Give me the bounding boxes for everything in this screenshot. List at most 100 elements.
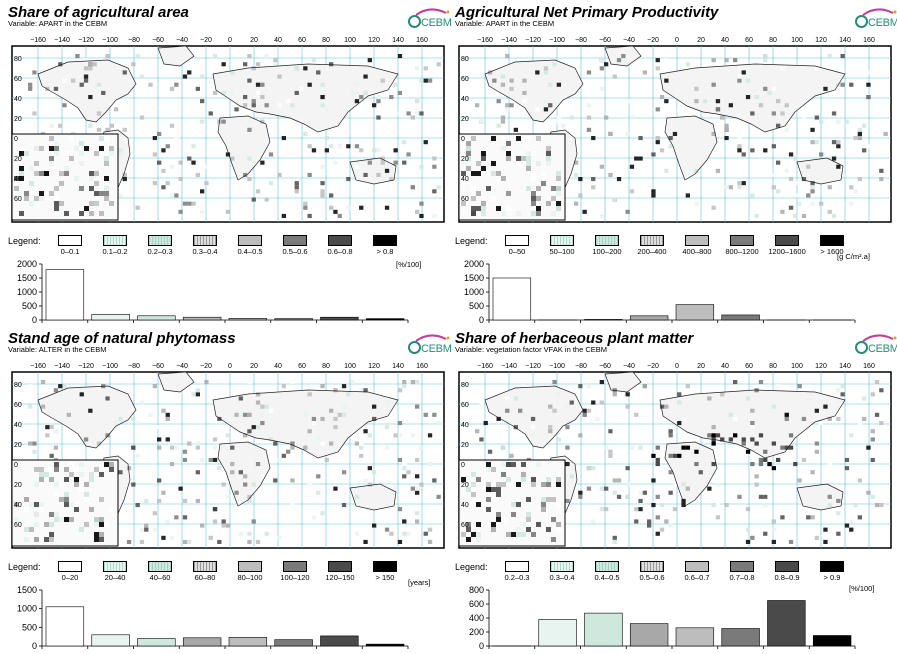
map-cells	[28, 372, 441, 544]
lon-tick-label: 20	[250, 363, 258, 370]
histogram-bar	[320, 316, 359, 321]
panel-subtitle: Variable: APART in the CEBM	[8, 19, 108, 28]
legend-entry-label: 0.5–0.6	[639, 573, 665, 582]
inset-lat-label: 40	[14, 502, 22, 509]
legend-entry-label: 50–100	[549, 247, 575, 256]
lon-tick-label: 60	[298, 363, 306, 370]
legend-entry: 0.4–0.5	[222, 235, 278, 259]
panel-subtitle: Variable: vegetation factor VFAK in the …	[455, 345, 608, 354]
inset-lat-label: 40	[461, 502, 469, 509]
legend-swatch	[595, 235, 619, 246]
lon-tick-label: −60	[152, 363, 164, 370]
legend-entry-label: > 0.9	[823, 573, 841, 582]
y-tick-label: 0	[479, 315, 484, 325]
lon-tick-label: −20	[200, 363, 212, 370]
inset-lat-label: 60	[14, 196, 22, 203]
panel-title: Stand age of natural phytomass	[8, 330, 236, 347]
legend-entry-label: 40–60	[149, 573, 171, 582]
legend-entry-label: 80–100	[237, 573, 263, 582]
legend-entry-label: 0.4–0.5	[594, 573, 620, 582]
lon-tick-label: −40	[623, 363, 635, 370]
legend-entry-label: 0.6–0.8	[327, 247, 353, 256]
legend-entry: 0.1–0.2	[87, 235, 143, 259]
legend-swatch	[373, 561, 397, 572]
lon-tick-label: −140	[501, 363, 517, 370]
lat-tick-label: 20	[461, 442, 469, 449]
histogram-bar	[365, 643, 405, 647]
legend-swatch	[103, 235, 127, 246]
lon-tick-label: 160	[863, 363, 875, 370]
lon-tick-label: −160	[30, 363, 46, 370]
legend-entry-label: 0.1–0.2	[102, 247, 128, 256]
lon-tick-label: −160	[477, 363, 493, 370]
y-tick-label: 500	[22, 301, 37, 311]
lon-tick-label: −140	[54, 37, 70, 44]
legend-swatch	[373, 235, 397, 246]
legend-entry-label: 0–20	[61, 573, 79, 582]
lon-tick-label: 20	[697, 363, 705, 370]
lon-tick-label: 140	[392, 363, 404, 370]
legend-entry: 20–40	[87, 561, 143, 585]
histogram-bar	[767, 600, 806, 647]
histogram-bar	[629, 315, 669, 321]
histogram-bar	[675, 627, 715, 647]
world-map: −160 −140 −120 −100 −80 −60 −40 −20 0 20 40 60 80 100…	[455, 34, 895, 224]
histogram-bar	[629, 623, 669, 647]
histogram-bar	[274, 639, 313, 647]
lon-tick-label: −40	[623, 37, 635, 44]
lon-tick-label: 20	[697, 37, 705, 44]
histogram-bar	[137, 315, 176, 321]
legend-swatch	[58, 561, 82, 572]
legend-entry: 0.3–0.4	[177, 235, 233, 259]
lon-tick-label: 160	[416, 363, 428, 370]
legend-label: Legend:	[455, 236, 488, 246]
legend-entry-label: 0.3–0.4	[192, 247, 218, 256]
inset-lat-label: 20	[461, 482, 469, 489]
lat-tick-label: 60	[461, 402, 469, 409]
world-map: −160 −140 −120 −100 −80 −60 −40 −20 0 20 40 60 80 100…	[455, 360, 895, 550]
inset-lat-label: 40	[14, 176, 22, 183]
legend-entry-label: > 0.8	[376, 247, 394, 256]
y-tick-label: 1500	[17, 273, 37, 283]
legend-entry: 0.8–0.9	[759, 561, 815, 585]
histogram-bar	[137, 638, 176, 647]
legend-entry-label: 0.4–0.5	[237, 247, 263, 256]
legend-swatch	[193, 235, 217, 246]
legend-entry-label: 0.3–0.4	[549, 573, 575, 582]
histogram-bar	[492, 277, 532, 321]
lon-tick-label: −140	[54, 363, 70, 370]
panel-title: Share of herbaceous plant matter	[455, 330, 694, 347]
inset-lat-label: 20	[461, 156, 469, 163]
inset-lat-label: 60	[14, 522, 22, 529]
y-tick-label: 600	[469, 599, 484, 609]
y-tick-label: 0	[32, 315, 37, 325]
lat-tick-label: 20	[14, 442, 22, 449]
legend-swatch	[283, 561, 307, 572]
lon-tick-label: 100	[791, 37, 803, 44]
lon-tick-label: 120	[815, 37, 827, 44]
legend-entry-label: 0.8–0.9	[774, 573, 800, 582]
legend-entry: 120–150	[312, 561, 368, 585]
lon-tick-label: 0	[675, 363, 679, 370]
legend-swatch	[640, 561, 664, 572]
lon-tick-label: −80	[575, 363, 587, 370]
lon-tick-label: −20	[200, 37, 212, 44]
world-map: −160 −140 −120 −100 −80 −60 −40 −20 0 20 40 60 80 100…	[8, 360, 448, 550]
legend-entry: 40–60	[132, 561, 188, 585]
histogram-bar	[182, 316, 222, 321]
lon-tick-label: 140	[392, 37, 404, 44]
legend-swatch	[505, 561, 529, 572]
legend-swatch	[328, 561, 352, 572]
lon-tick-label: −120	[525, 37, 541, 44]
lon-tick-label: 100	[344, 363, 356, 370]
lon-tick-label: 120	[368, 37, 380, 44]
lon-tick-label: −140	[501, 37, 517, 44]
lon-tick-label: 80	[322, 363, 330, 370]
lon-tick-label: −120	[525, 363, 541, 370]
lat-tick-label: 60	[461, 76, 469, 83]
inset-lat-label: 0	[461, 136, 465, 143]
legend-entry: 1200–1600	[759, 235, 815, 259]
histogram-bar	[584, 612, 623, 647]
legend-entry: > 1600	[804, 235, 860, 259]
legend-entry-label: 400–800	[682, 247, 712, 256]
